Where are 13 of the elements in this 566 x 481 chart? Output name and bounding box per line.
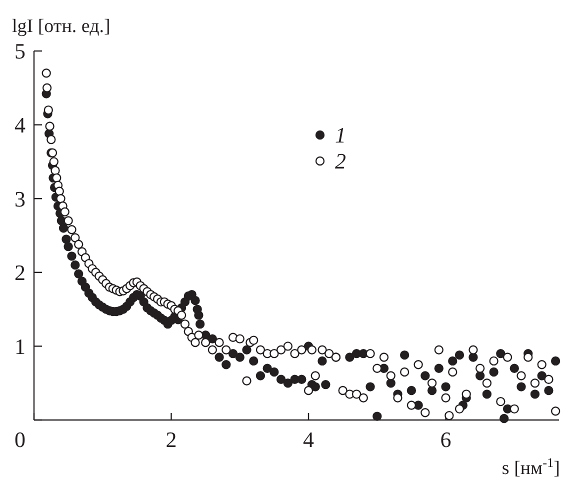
y-tick-label: 2 bbox=[14, 260, 26, 286]
y-tick-label: 4 bbox=[14, 112, 26, 138]
x-tick-label: 2 bbox=[166, 427, 177, 452]
x-tick-label: 0 bbox=[14, 427, 26, 452]
y-tick-label: 5 bbox=[14, 38, 26, 64]
y-axis-title: lgI [отн. ед.] bbox=[12, 16, 110, 37]
x-tick-label: 4 bbox=[303, 427, 314, 452]
y-tick-label: 1 bbox=[14, 334, 26, 359]
y-tick-label: 3 bbox=[14, 186, 26, 212]
x-axis-title: s [нм$^{-1}$] bbox=[502, 454, 560, 479]
legend-label: 2 bbox=[335, 148, 346, 174]
x-tick-label: 6 bbox=[440, 427, 452, 452]
legend-label: 1 bbox=[335, 122, 346, 148]
